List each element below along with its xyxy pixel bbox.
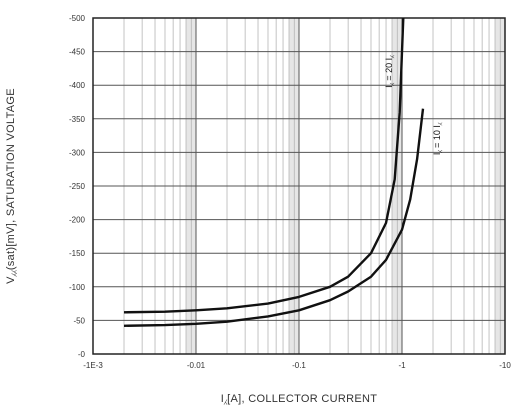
- x-axis-ticks: -1E-3 -0.01 -0.1 -1 -10: [83, 361, 511, 370]
- y-tick-label: -250: [69, 182, 86, 191]
- y-tick-label: -150: [69, 249, 86, 258]
- series-line-1: [123, 108, 425, 327]
- series-line-0: [123, 17, 405, 314]
- x-tick-label: -1: [398, 361, 406, 370]
- x-tick-label: -0.01: [187, 361, 206, 370]
- y-tick-label: -350: [69, 115, 86, 124]
- y-tick-label: -400: [69, 81, 86, 90]
- curve-label-20x: I⁁ = 20 I⁁: [384, 55, 395, 88]
- y-tick-label: -300: [69, 148, 86, 157]
- plot-frame: [92, 17, 506, 355]
- x-tick-label: -10: [499, 361, 511, 370]
- y-tick-label: -500: [69, 14, 86, 23]
- y-tick-label: -100: [69, 283, 86, 292]
- y-tick-label: -450: [69, 48, 86, 57]
- y-tick-label: -0: [78, 350, 86, 359]
- y-tick-label: -200: [69, 216, 86, 225]
- x-tick-label: -0.1: [292, 361, 306, 370]
- y-axis-ticks: -0 -50 -100 -150 -200 -250 -300 -350 -400 -450 -50…: [69, 14, 86, 359]
- curve-label-10x: I⁁ = 10 I⁁: [432, 122, 443, 155]
- x-axis-label: I⁁[A], COLLECTOR CURRENT: [221, 393, 377, 405]
- series-layer: [123, 17, 425, 327]
- y-axis-label: V⁁⁁(sat)[mV], SATURATION VOLTAGE: [5, 88, 17, 284]
- x-tick-label: -1E-3: [83, 361, 103, 370]
- y-tick-label: -50: [73, 316, 85, 325]
- grid: [92, 17, 506, 355]
